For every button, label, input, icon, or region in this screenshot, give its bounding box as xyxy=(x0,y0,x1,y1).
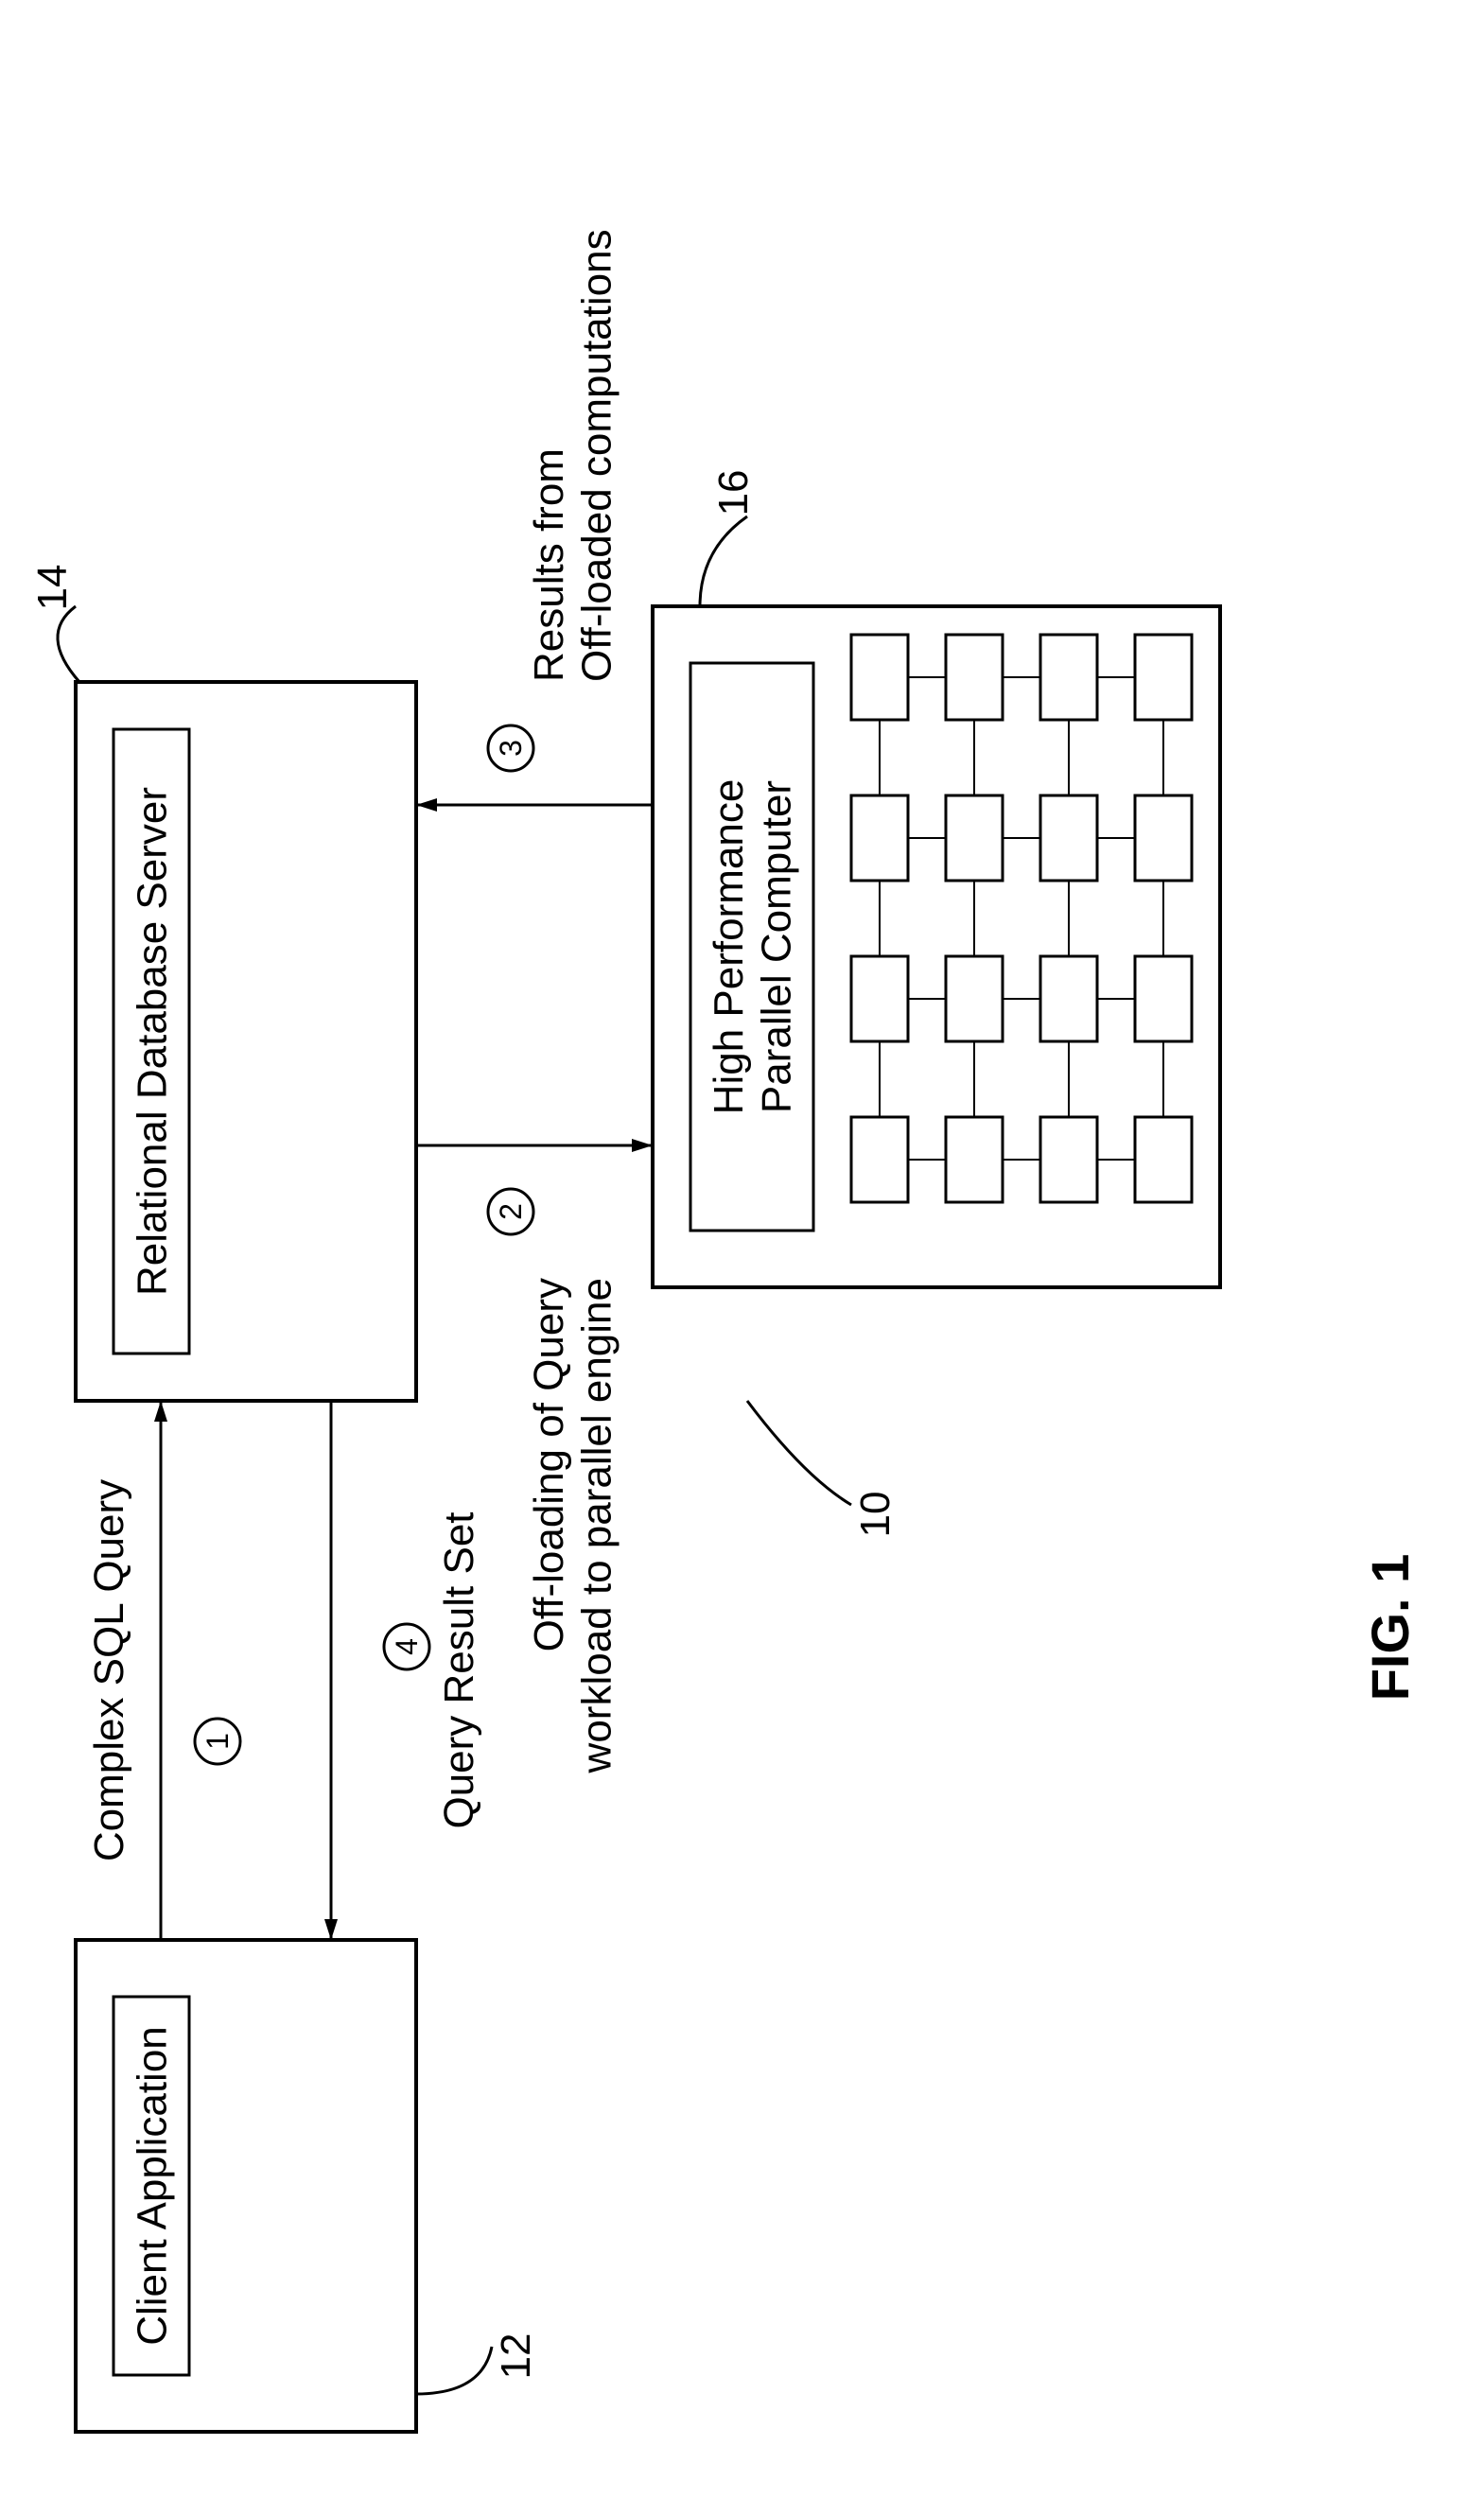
figure-caption: FIG. 1 xyxy=(1360,1554,1420,1702)
system-leader xyxy=(747,1401,851,1505)
mesh-node xyxy=(1135,956,1192,1041)
edge-e3-label: Off-loaded computations xyxy=(574,229,620,682)
parallel-computer-refnum: 16 xyxy=(710,470,757,516)
mesh-node xyxy=(1135,1117,1192,1202)
mesh-node xyxy=(1040,956,1097,1041)
mesh-node xyxy=(946,1117,1003,1202)
mesh-node xyxy=(1040,1117,1097,1202)
edge-e4-label: Query Result Set xyxy=(436,1511,482,1828)
parallel-computer-leader xyxy=(700,516,747,606)
step-2-num: 2 xyxy=(494,1203,528,1220)
relational-database-server-label: Relational Database Server xyxy=(129,787,175,1296)
diagram-root: Client Application Relational Database Se… xyxy=(29,229,1420,2432)
edge-e2-label: workload to parallel engine xyxy=(574,1278,620,1773)
mesh-node xyxy=(851,635,908,720)
mesh-node xyxy=(1135,795,1192,881)
mesh-node xyxy=(946,795,1003,881)
client-application-refnum: 12 xyxy=(493,2333,539,2380)
parallel-computer-label: Parallel Computer xyxy=(754,780,800,1113)
step-1-num: 1 xyxy=(201,1733,235,1750)
edge-e2-label: Off-loading of Query xyxy=(526,1278,572,1651)
mesh-node xyxy=(1040,635,1097,720)
client-application-leader xyxy=(416,2347,492,2394)
parallel-computer-label: High Performance xyxy=(706,779,752,1115)
edge-e4-head xyxy=(324,1919,338,1940)
relational-database-server-leader xyxy=(58,606,79,682)
edge-e1-head xyxy=(154,1401,167,1422)
mesh-node xyxy=(1040,795,1097,881)
mesh-node xyxy=(946,635,1003,720)
system-refnum: 10 xyxy=(852,1492,899,1538)
mesh-node xyxy=(1135,635,1192,720)
mesh-node xyxy=(851,795,908,881)
mesh-node xyxy=(946,956,1003,1041)
edge-e1-label: Complex SQL Query xyxy=(86,1479,132,1861)
client-application-label: Client Application xyxy=(129,2026,175,2346)
relational-database-server-refnum: 14 xyxy=(29,565,76,611)
edge-e3-head xyxy=(416,798,437,812)
mesh-node xyxy=(851,956,908,1041)
step-3-num: 3 xyxy=(494,740,528,757)
mesh-node xyxy=(851,1117,908,1202)
edge-e3-label: Results from xyxy=(526,448,572,682)
edge-e2-head xyxy=(632,1139,653,1152)
step-4-num: 4 xyxy=(390,1638,424,1655)
